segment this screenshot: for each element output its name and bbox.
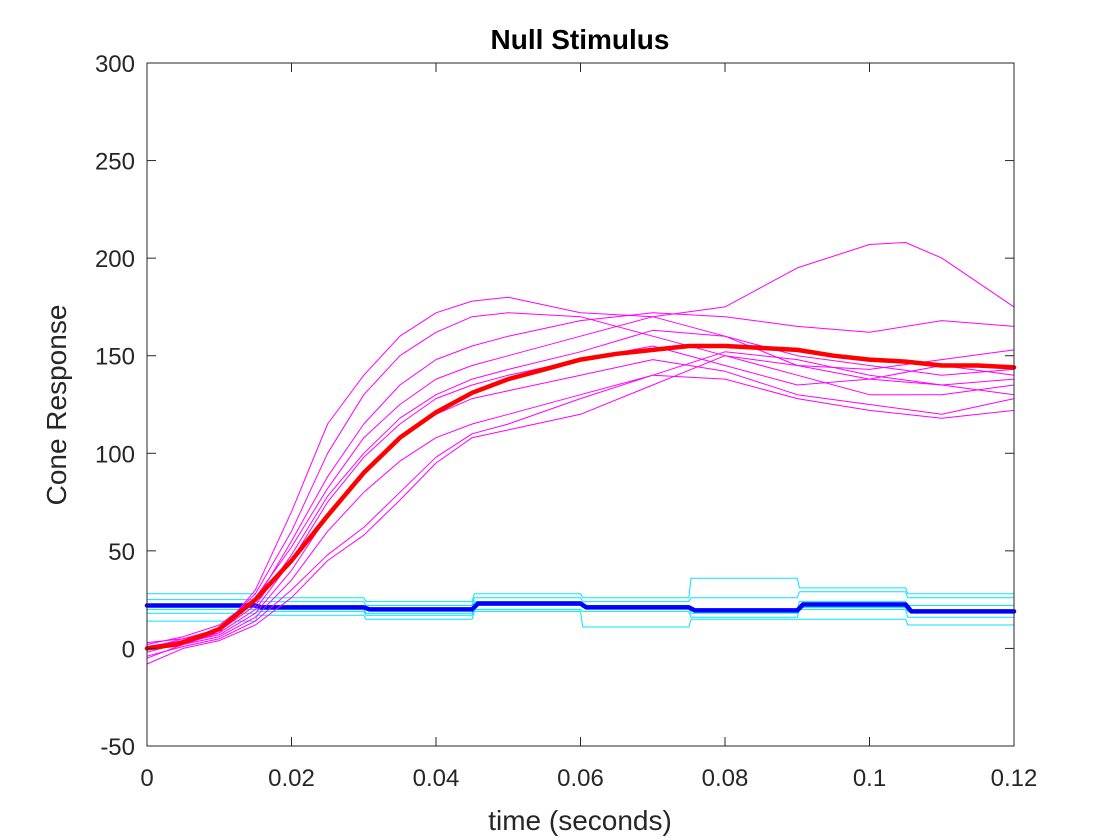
x-tick-label-4: 0.08 [702,765,749,792]
x-tick-label-6: 0.12 [991,765,1038,792]
series-layer [144,242,1017,665]
response-trial-line-6 [146,359,1015,653]
y-tick-label-0: -50 [100,734,135,761]
response-trial-line-8 [146,351,1015,657]
response-trial-line-4 [146,329,1015,649]
response-trial-line-1 [146,312,1015,644]
x-axis-label: time (seconds) [488,805,672,836]
x-tick-label-5: 0.1 [853,765,886,792]
y-tick-label-4: 150 [95,344,135,371]
x-tick-label-3: 0.06 [557,765,604,792]
y-tick-label-6: 250 [95,149,135,176]
response-trial-line-7 [146,374,1015,649]
tick-labels-layer: 0 0.02 0.04 0.06 0.08 0.1 0.12-500501001502002… [95,51,1037,792]
y-axis-label: Cone Response [41,305,72,506]
ticks-layer [146,62,1015,747]
x-tick-label-1: 0.02 [268,765,315,792]
stimulus-trial-line-12 [146,591,1015,606]
stimulus-trial-line-15 [146,608,1015,618]
response-trial-line-9 [146,355,1015,665]
y-tick-label-7: 300 [95,51,135,78]
response-trial-line-0 [146,242,1015,659]
stimulus-trial-line-11 [146,577,1015,603]
stimulus-trial-line-16 [146,610,1015,628]
chart-title: Null Stimulus [491,24,670,55]
response-mean-line-10 [144,343,1017,651]
y-tick-label-3: 100 [95,441,135,468]
y-tick-label-1: 0 [122,636,135,663]
response-trial-line-5 [146,345,1015,647]
x-tick-label-2: 0.04 [413,765,460,792]
x-tick-label-0: 0 [140,765,153,792]
y-tick-label-5: 200 [95,246,135,273]
stimulus-mean-line-17 [144,601,1017,614]
y-tick-label-2: 50 [108,539,135,566]
plot-area [147,63,1014,746]
